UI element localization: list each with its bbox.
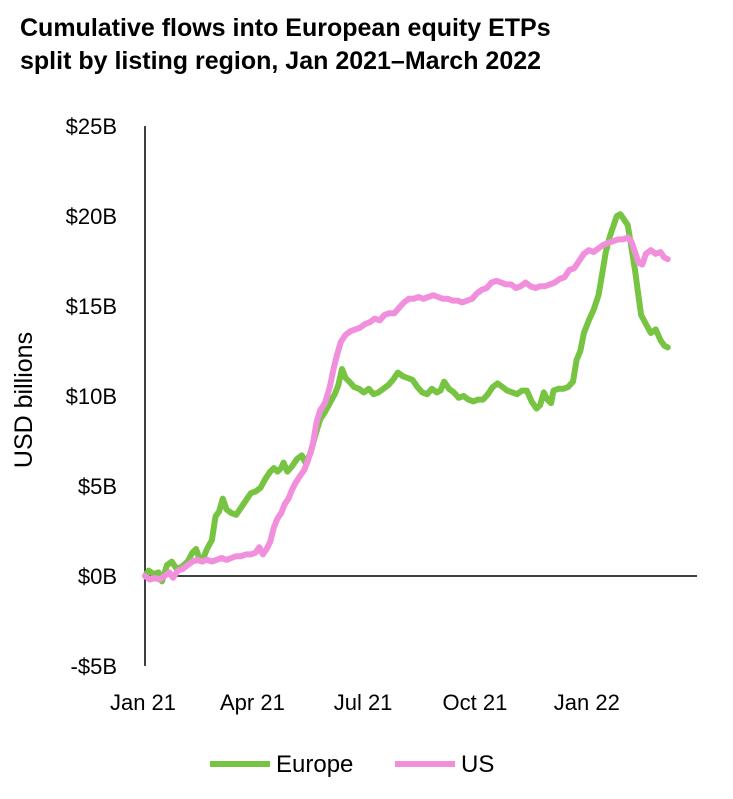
series-line-us — [142, 234, 671, 583]
chart-title-line-2: split by listing region, Jan 2021–March … — [20, 47, 542, 75]
y-tick-label: -$5B — [71, 654, 117, 679]
chart-title-line-1: Cumulative flows into European equity ET… — [20, 14, 551, 42]
x-tick-label: Oct 21 — [443, 690, 508, 715]
y-tick-label: $5B — [78, 474, 117, 499]
series-line-europe — [142, 211, 671, 585]
y-tick-label: $20B — [66, 204, 117, 229]
y-tick-label: $10B — [66, 384, 117, 409]
y-axis-label: USD billions — [10, 332, 38, 468]
legend: Europe US — [210, 751, 494, 778]
x-tick-label: Jan 22 — [554, 690, 620, 715]
x-tick-label: Jan 21 — [110, 690, 176, 715]
legend-label-europe: Europe — [276, 751, 353, 778]
chart-title: Cumulative flows into European equity ET… — [20, 12, 720, 78]
y-tick-label: $25B — [66, 114, 117, 139]
x-tick-label: Jul 21 — [334, 690, 393, 715]
y-axis-ticks: $25B $20B $15B $10B $5B $0B -$5B — [66, 114, 117, 679]
series-lines — [142, 211, 671, 585]
y-tick-label: $0B — [78, 564, 117, 589]
y-tick-label: $15B — [66, 294, 117, 319]
x-tick-label: Apr 21 — [220, 690, 285, 715]
legend-label-us: US — [461, 751, 494, 778]
x-axis-ticks: Jan 21 Apr 21 Jul 21 Oct 21 Jan 22 — [110, 690, 620, 715]
